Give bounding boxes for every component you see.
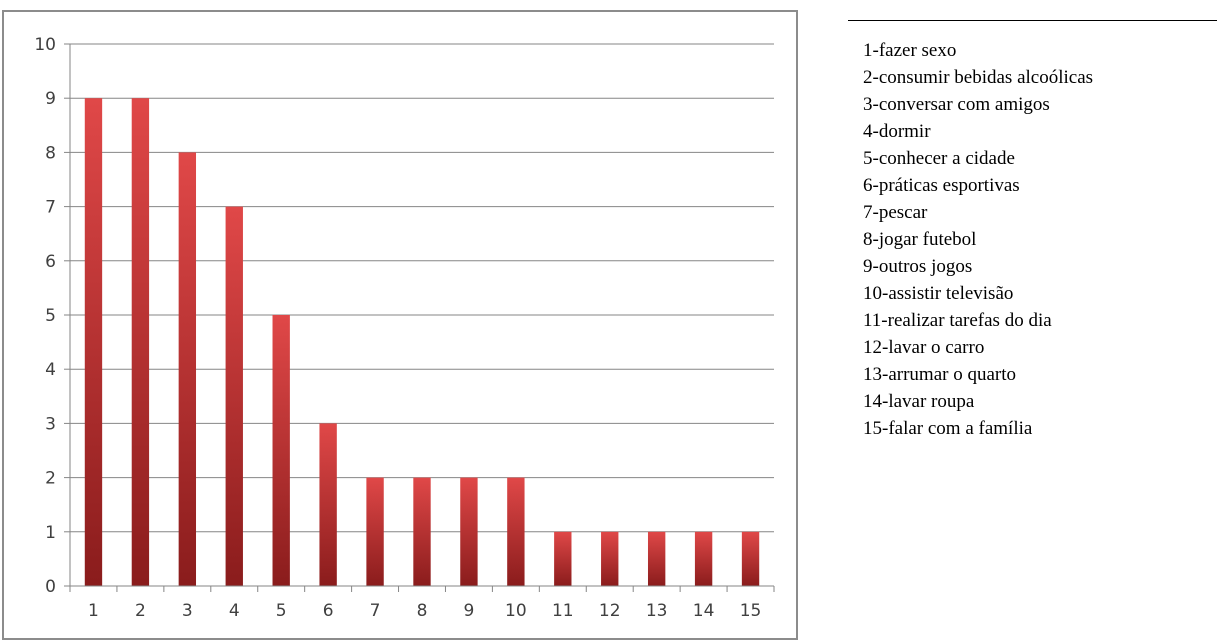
legend-item: 8-jogar futebol bbox=[863, 229, 977, 250]
y-tick-label: 0 bbox=[45, 577, 56, 597]
bar bbox=[647, 531, 666, 586]
chart-frame: 0 1 2 3 4 5 6 7 8 9 10 1 2 3 4 5 6 7 8 9 10 11 12 13 14 15 bbox=[2, 10, 798, 640]
legend-item: 13-arrumar o quarto bbox=[863, 364, 1016, 385]
axes bbox=[64, 43, 775, 592]
x-tick-label: 5 bbox=[276, 601, 287, 621]
legend-item: 2-consumir bebidas alcoólicas bbox=[863, 67, 1094, 88]
x-tick-label: 6 bbox=[323, 601, 334, 621]
y-tick-label: 4 bbox=[45, 360, 56, 380]
bar bbox=[366, 477, 384, 586]
x-tick-label: 14 bbox=[693, 601, 715, 621]
y-tick-label: 9 bbox=[45, 89, 56, 109]
legend-item: 4-dormir bbox=[863, 121, 931, 142]
x-tick-label: 1 bbox=[88, 601, 99, 621]
x-tick-label: 7 bbox=[370, 601, 381, 621]
x-tick-labels: 1 2 3 4 5 6 7 8 9 10 11 12 13 14 15 bbox=[88, 601, 761, 621]
legend-item: 7-pescar bbox=[863, 202, 928, 223]
bar bbox=[131, 98, 150, 586]
y-tick-label: 10 bbox=[34, 35, 56, 55]
bar bbox=[554, 531, 572, 586]
y-tick-label: 7 bbox=[45, 198, 56, 218]
x-tick-label: 9 bbox=[464, 601, 475, 621]
bar bbox=[319, 423, 337, 586]
x-tick-label: 10 bbox=[505, 601, 527, 621]
y-tick-label: 1 bbox=[45, 523, 56, 543]
bar bbox=[225, 206, 243, 586]
y-tick-label: 5 bbox=[45, 306, 56, 326]
bar bbox=[741, 531, 760, 586]
legend-item: 10-assistir televisão bbox=[863, 283, 1014, 304]
x-tick-label: 11 bbox=[552, 601, 574, 621]
legend-item: 5-conhecer a cidade bbox=[863, 148, 1015, 169]
legend-item: 9-outros jogos bbox=[863, 256, 973, 277]
bar bbox=[272, 315, 290, 586]
bar bbox=[84, 98, 103, 586]
legend-item: 14-lavar roupa bbox=[863, 391, 975, 412]
x-tick-label: 2 bbox=[135, 601, 146, 621]
x-tick-label: 13 bbox=[646, 601, 668, 621]
y-tick-label: 2 bbox=[45, 469, 56, 489]
x-tick-label: 4 bbox=[229, 601, 240, 621]
x-tick-label: 3 bbox=[182, 601, 193, 621]
gridlines bbox=[70, 43, 774, 533]
legend-item: 1-fazer sexo bbox=[863, 40, 957, 61]
bar bbox=[694, 531, 713, 586]
bar bbox=[460, 477, 478, 586]
x-tick-label: 15 bbox=[740, 601, 762, 621]
category-legend: 1-fazer sexo 2-consumir bebidas alcoólica… bbox=[848, 20, 1217, 442]
bar bbox=[178, 152, 197, 586]
legend-item: 11-realizar tarefas do dia bbox=[863, 310, 1052, 331]
x-tick-label: 12 bbox=[599, 601, 621, 621]
y-tick-label: 8 bbox=[45, 143, 56, 163]
legend-item: 12-lavar o carro bbox=[863, 337, 985, 358]
bar bbox=[601, 531, 619, 586]
x-tick-label: 8 bbox=[417, 601, 428, 621]
y-tick-labels: 0 1 2 3 4 5 6 7 8 9 10 bbox=[34, 35, 56, 597]
bar bbox=[507, 477, 525, 586]
bar bbox=[413, 477, 431, 586]
legend-item: 15-falar com a família bbox=[863, 418, 1033, 439]
legend-item: 3-conversar com amigos bbox=[863, 94, 1050, 115]
y-tick-label: 6 bbox=[45, 252, 56, 272]
bars bbox=[84, 98, 760, 586]
legend-item: 6-práticas esportivas bbox=[863, 175, 1020, 196]
legend-list: 1-fazer sexo 2-consumir bebidas alcoólica… bbox=[848, 37, 1217, 442]
y-tick-label: 3 bbox=[45, 414, 56, 434]
